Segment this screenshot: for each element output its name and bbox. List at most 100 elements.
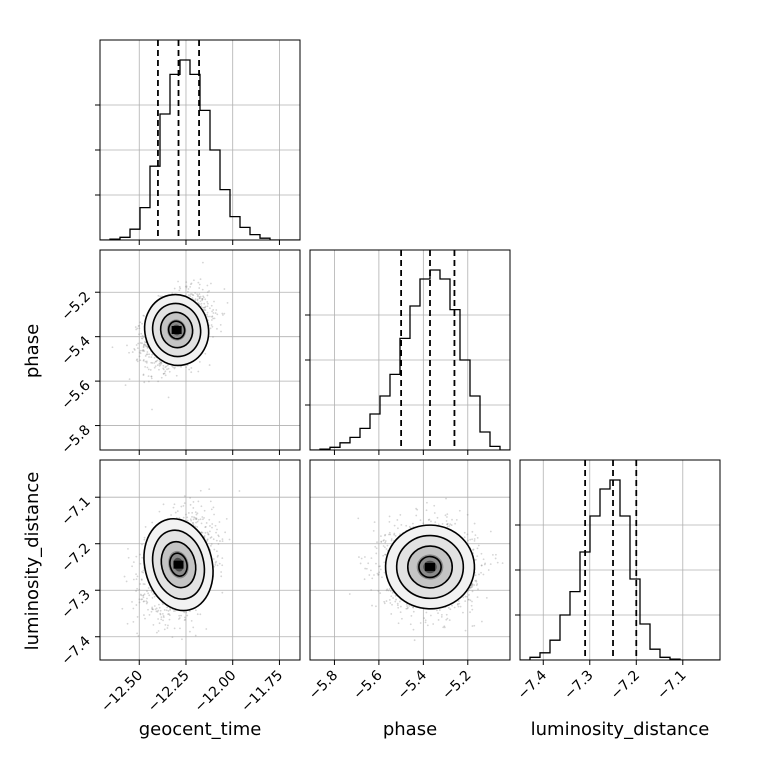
sample-point xyxy=(151,353,154,356)
sample-point xyxy=(190,519,193,522)
ytick-label: −5.8 xyxy=(58,422,93,457)
sample-point xyxy=(215,531,217,534)
sample-point xyxy=(198,361,201,363)
sample-point xyxy=(141,598,144,601)
sample-point xyxy=(220,330,222,333)
contour-line xyxy=(151,302,202,358)
sample-point xyxy=(123,575,126,578)
sample-point xyxy=(145,600,148,603)
sample-point xyxy=(143,344,146,346)
sample-point xyxy=(143,593,146,596)
sample-point xyxy=(388,521,391,523)
sample-point xyxy=(177,280,179,283)
sample-point xyxy=(473,522,476,525)
histogram-geocent-time xyxy=(100,59,300,240)
sample-point xyxy=(209,500,212,503)
sample-point xyxy=(377,574,380,576)
sample-point xyxy=(207,315,209,318)
sample-point xyxy=(189,295,192,298)
sample-point xyxy=(204,352,207,355)
sample-point xyxy=(202,296,205,299)
sample-point xyxy=(135,359,138,362)
sample-point xyxy=(383,602,386,605)
sample-point xyxy=(405,607,408,610)
sample-point xyxy=(182,516,185,519)
sample-point xyxy=(218,521,221,523)
sample-point xyxy=(206,300,209,303)
sample-point xyxy=(191,294,194,296)
sample-point xyxy=(152,623,155,626)
sample-point xyxy=(226,302,229,304)
sample-point xyxy=(138,327,141,330)
sample-point xyxy=(199,518,202,521)
sample-point xyxy=(178,289,181,292)
sample-point xyxy=(143,536,146,539)
sample-point xyxy=(212,317,215,320)
sample-point xyxy=(378,571,381,574)
sample-point xyxy=(196,520,199,523)
sample-point xyxy=(200,531,203,534)
sample-point xyxy=(135,590,137,592)
sample-point xyxy=(142,359,145,362)
sample-point xyxy=(140,332,143,335)
sample-point xyxy=(138,355,141,358)
sample-point xyxy=(214,561,217,564)
sample-point xyxy=(205,628,208,630)
sample-point xyxy=(449,523,452,526)
sample-point xyxy=(191,297,194,299)
sample-point xyxy=(206,294,209,297)
sample-point xyxy=(159,363,162,366)
sample-point xyxy=(470,604,473,607)
sample-point xyxy=(127,547,129,550)
sample-point xyxy=(140,578,143,581)
sample-point xyxy=(157,630,160,632)
sample-point xyxy=(198,293,201,295)
sample-point xyxy=(203,516,205,519)
sample-point xyxy=(192,523,195,526)
sample-point xyxy=(501,562,504,565)
sample-point xyxy=(475,580,478,583)
sample-point xyxy=(185,611,188,614)
sample-point xyxy=(364,567,367,570)
sample-point xyxy=(419,622,422,624)
sample-point xyxy=(192,507,195,509)
sample-point xyxy=(387,589,390,592)
sample-point xyxy=(206,531,209,534)
sample-point xyxy=(157,618,159,620)
sample-point xyxy=(141,349,144,352)
sample-point xyxy=(156,359,159,362)
sample-point xyxy=(150,610,153,613)
sample-point xyxy=(185,513,187,516)
sample-point xyxy=(151,607,153,610)
sample-point xyxy=(148,353,151,356)
sample-point xyxy=(211,523,214,525)
sample-point xyxy=(174,511,177,514)
sample-point xyxy=(179,627,181,630)
sample-point xyxy=(136,327,139,330)
panel-frame xyxy=(99,39,301,241)
panel-geocent-time-vs-phase: −5.8−5.6−5.4−5.2 xyxy=(58,249,301,457)
sample-point xyxy=(224,531,227,534)
sample-point xyxy=(496,561,499,564)
sample-point xyxy=(180,614,182,617)
sample-point xyxy=(446,513,449,516)
sample-point xyxy=(139,583,142,585)
sample-point xyxy=(139,359,142,362)
sample-point xyxy=(141,334,144,337)
sample-point xyxy=(471,585,474,588)
sample-point xyxy=(453,606,456,609)
sample-point xyxy=(399,600,401,603)
sample-point xyxy=(162,503,165,506)
sample-point xyxy=(148,356,150,358)
sample-point xyxy=(166,364,169,367)
sample-point xyxy=(196,298,199,301)
sample-point xyxy=(128,378,131,381)
sample-point xyxy=(150,590,153,593)
sample-point xyxy=(136,347,139,350)
sample-point xyxy=(416,508,419,511)
sample-point xyxy=(213,317,216,320)
sample-point xyxy=(400,617,403,620)
sample-point xyxy=(142,569,145,572)
sample-point xyxy=(162,364,165,367)
sample-point xyxy=(212,538,215,541)
